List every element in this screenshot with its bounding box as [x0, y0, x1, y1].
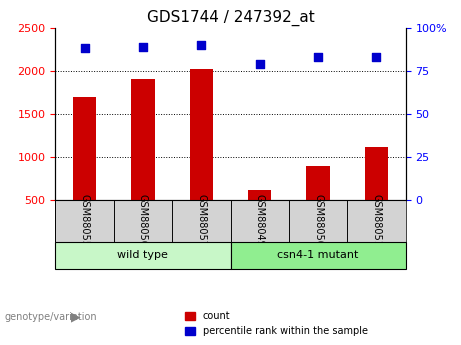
- Point: [198, 42, 205, 48]
- FancyBboxPatch shape: [55, 241, 230, 269]
- Bar: [189, 69, 213, 200]
- FancyBboxPatch shape: [55, 200, 114, 242]
- Bar: [73, 97, 96, 200]
- Text: wild type: wild type: [118, 250, 168, 260]
- Text: genotype/variation: genotype/variation: [5, 313, 97, 322]
- Text: GSM88057: GSM88057: [196, 194, 207, 247]
- Bar: [131, 79, 154, 200]
- Text: GSM88055: GSM88055: [79, 194, 89, 247]
- Text: GSM88051: GSM88051: [372, 194, 382, 247]
- Text: GSM88050: GSM88050: [313, 194, 323, 247]
- Text: ▶: ▶: [71, 311, 81, 324]
- Title: GDS1744 / 247392_at: GDS1744 / 247392_at: [147, 10, 314, 26]
- FancyBboxPatch shape: [289, 200, 347, 242]
- Text: csn4-1 mutant: csn4-1 mutant: [278, 250, 359, 260]
- Point: [81, 46, 88, 51]
- Point: [139, 44, 147, 49]
- FancyBboxPatch shape: [347, 200, 406, 242]
- FancyBboxPatch shape: [230, 200, 289, 242]
- FancyBboxPatch shape: [172, 200, 230, 242]
- Point: [314, 54, 322, 60]
- Legend: count, percentile rank within the sample: count, percentile rank within the sample: [182, 307, 372, 340]
- Text: GSM88049: GSM88049: [254, 195, 265, 247]
- Bar: [365, 147, 388, 200]
- Text: GSM88056: GSM88056: [138, 194, 148, 247]
- FancyBboxPatch shape: [114, 200, 172, 242]
- Point: [256, 61, 263, 67]
- Point: [373, 54, 380, 60]
- Bar: [307, 166, 330, 200]
- Bar: [248, 190, 272, 200]
- FancyBboxPatch shape: [230, 241, 406, 269]
